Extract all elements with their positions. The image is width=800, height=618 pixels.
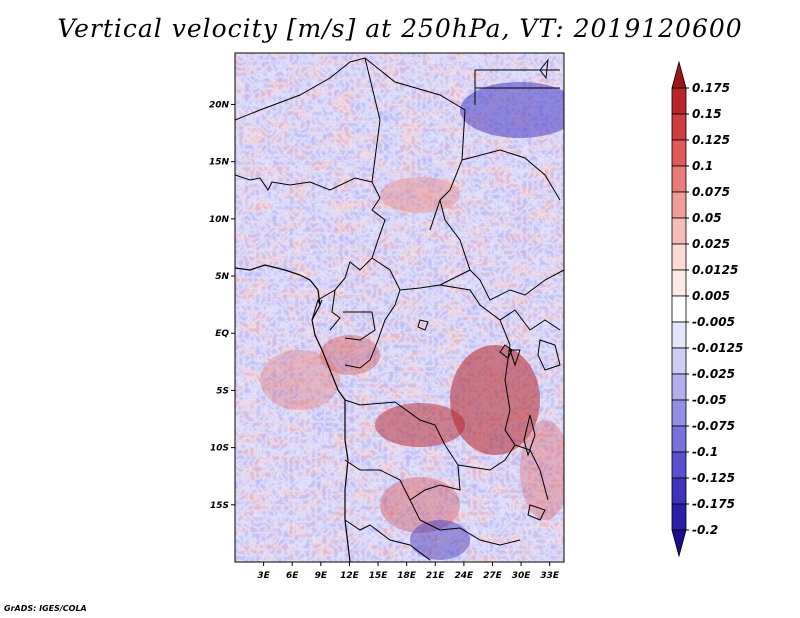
lon-tick-label: 3E	[257, 571, 270, 581]
colorbar-segment	[671, 477, 687, 505]
colorbar-bottom-cap	[671, 529, 687, 558]
country-borders	[235, 57, 564, 561]
lakes	[417, 58, 549, 521]
lon-tick-label: 21E	[426, 571, 446, 581]
chart-title: Vertical velocity [m/s] at 250hPa, VT: 2…	[57, 14, 743, 43]
lon-tick-label: 30E	[512, 571, 532, 581]
lat-tick-label: 15N	[209, 158, 230, 168]
colorbar-label: -0.2	[692, 523, 718, 537]
map-frame	[234, 52, 565, 563]
lat-tick-label: 5N	[215, 272, 229, 282]
lat-tick-label: 15S	[210, 501, 229, 511]
lon-tick-label: 15E	[369, 571, 389, 581]
coastline	[235, 264, 351, 562]
lat-tick-label: 10N	[209, 215, 230, 225]
colorbar-segment	[671, 165, 687, 193]
colorbar-label: -0.175	[692, 497, 735, 511]
lon-tick-label: 24E	[455, 571, 475, 581]
colorbar-segment	[671, 503, 687, 531]
colorbar-label: 0.025	[692, 237, 730, 251]
colorbar-segment	[671, 191, 687, 219]
colorbar-label: 0.0125	[692, 263, 738, 277]
colorbar-label: -0.05	[692, 393, 727, 407]
colorbar-segment	[671, 87, 687, 115]
colorbar-label: 0.05	[692, 211, 722, 225]
colorbar-segment	[671, 295, 687, 323]
colorbar-segment	[671, 243, 687, 271]
colorbar-segment	[671, 321, 687, 349]
colorbar-label: -0.125	[692, 471, 735, 485]
lon-tick-label: 9E	[315, 571, 328, 581]
lat-tick-label: 5S	[216, 386, 229, 396]
colorbar-label: 0.075	[692, 185, 730, 199]
colorbar-top-cap	[671, 60, 687, 89]
colorbar-label: 0.125	[692, 133, 730, 147]
colorbar-segment	[671, 217, 687, 245]
axis-ticks: 20N 15N 10N 5N EQ 5S 10S 15S 3E 6E 9E 12E 15E 18E 21E 2…	[209, 100, 560, 581]
colorbar-segment	[671, 347, 687, 375]
lat-tick-label: 10S	[210, 444, 229, 454]
lon-tick-label: 33E	[540, 571, 560, 581]
velocity-field	[235, 53, 564, 562]
colorbar-segment	[671, 425, 687, 453]
colorbar-segment	[671, 373, 687, 401]
colorbar-label: -0.0125	[692, 341, 743, 355]
lon-tick-label: 18E	[397, 571, 417, 581]
colorbar-label: -0.005	[692, 315, 735, 329]
lon-tick-label: 6E	[286, 571, 299, 581]
colorbar-label: 0.1	[692, 159, 713, 173]
colorbar-segment	[671, 399, 687, 427]
colorbar: 0.175 0.15 0.125 0.1 0.075 0.05 0.025 0.0125 0.0…	[671, 60, 743, 558]
lon-tick-label: 12E	[340, 571, 360, 581]
credit-text: GrADS: IGES/COLA	[4, 604, 87, 613]
lat-tick-label: 20N	[209, 100, 230, 110]
colorbar-segment	[671, 113, 687, 141]
colorbar-label: -0.075	[692, 419, 735, 433]
colorbar-segment	[671, 451, 687, 479]
colorbar-label: -0.025	[692, 367, 735, 381]
colorbar-label: -0.1	[692, 445, 718, 459]
colorbar-segment	[671, 269, 687, 297]
colorbar-label: 0.005	[692, 289, 730, 303]
colorbar-segment	[671, 139, 687, 167]
lat-tick-label: EQ	[215, 329, 229, 339]
lon-tick-label: 27E	[483, 571, 503, 581]
colorbar-label: 0.15	[692, 107, 722, 121]
colorbar-label: 0.175	[692, 81, 730, 95]
